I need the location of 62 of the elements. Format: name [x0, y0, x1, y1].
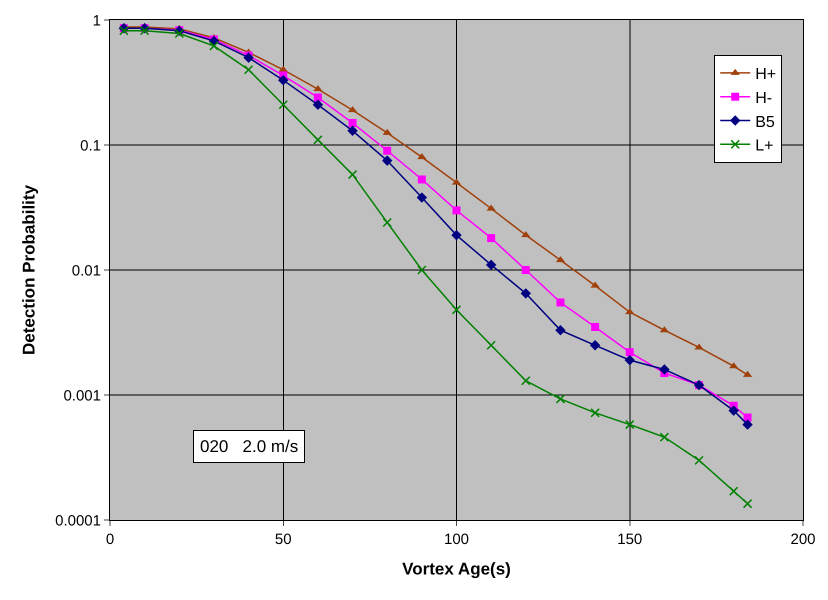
x-tick-label: 150	[617, 531, 642, 548]
x-tick-label: 200	[790, 531, 816, 548]
y-tick-label: 0.001	[63, 387, 101, 404]
point	[452, 305, 462, 315]
point	[521, 376, 531, 386]
point	[487, 234, 496, 242]
point	[660, 432, 670, 442]
point	[382, 155, 392, 166]
point	[555, 324, 566, 336]
x-tick-label: 100	[444, 531, 470, 548]
point	[278, 100, 288, 110]
y-tick-label: 0.1	[80, 137, 101, 154]
point	[382, 218, 392, 228]
point	[728, 486, 738, 496]
y-tick-label: 0.0001	[55, 512, 101, 530]
point	[624, 354, 635, 366]
point	[486, 340, 496, 350]
point	[742, 498, 752, 508]
point	[209, 41, 219, 51]
point	[522, 266, 530, 274]
annotation: 020 2.0 m/s	[200, 437, 298, 456]
point	[626, 348, 634, 356]
point	[416, 192, 428, 203]
point	[418, 175, 426, 184]
y-tick-label: 1	[92, 12, 101, 30]
point	[314, 93, 322, 102]
point	[590, 340, 600, 350]
y-axis-title: Detection Probability	[20, 184, 39, 356]
x-tick-label: 0	[106, 531, 114, 548]
point	[694, 456, 704, 466]
point	[520, 288, 531, 299]
legend-label: H-	[755, 90, 772, 107]
point	[140, 26, 150, 36]
point	[383, 146, 392, 155]
point	[313, 135, 323, 145]
point	[348, 118, 357, 127]
point	[244, 64, 254, 74]
legend-label: H+	[755, 66, 776, 84]
point	[625, 420, 634, 430]
point	[452, 206, 460, 214]
point	[659, 364, 670, 375]
point	[119, 26, 129, 36]
point	[728, 405, 739, 416]
point	[312, 100, 324, 110]
point	[742, 419, 753, 430]
point	[243, 52, 254, 63]
point	[347, 126, 358, 136]
point	[417, 265, 427, 275]
point	[556, 394, 566, 404]
point	[348, 170, 358, 180]
legend-label: B5	[755, 114, 775, 131]
x-tick-label: 50	[274, 531, 292, 548]
point	[174, 28, 184, 38]
y-tick-label: 0.01	[72, 262, 101, 280]
point	[451, 230, 462, 240]
point	[591, 322, 600, 331]
point	[278, 74, 288, 86]
x-axis-title: Vortex Age(s)	[402, 559, 511, 578]
point	[590, 408, 600, 418]
point	[486, 260, 496, 270]
point	[556, 298, 564, 306]
legend-label: L+	[755, 138, 774, 155]
